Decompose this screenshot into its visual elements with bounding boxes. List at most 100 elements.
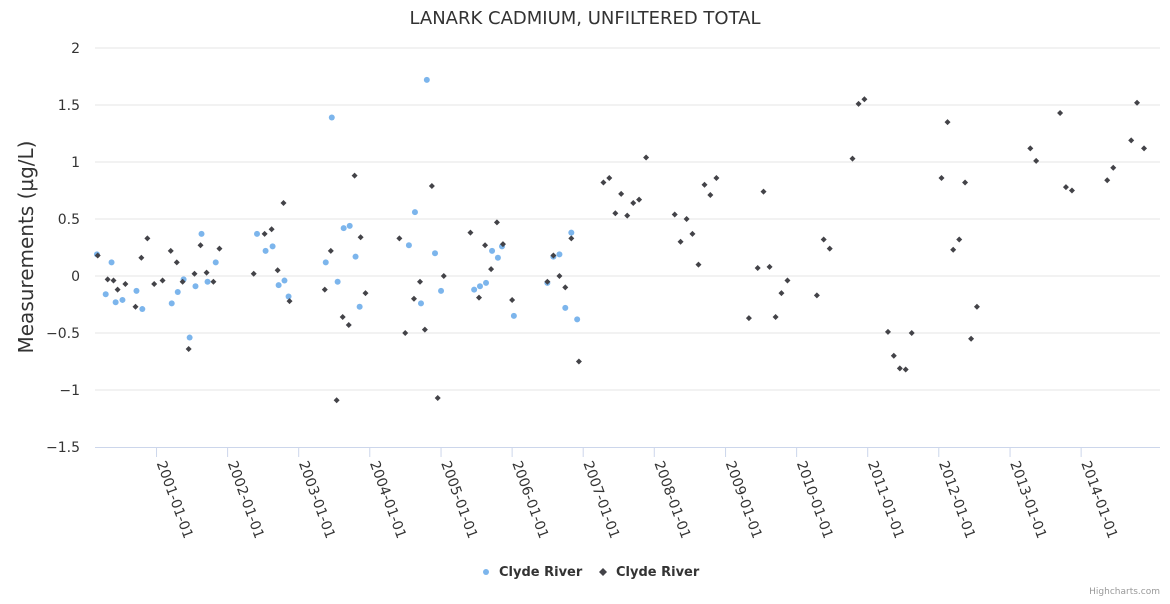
data-point[interactable] bbox=[198, 230, 205, 237]
data-point[interactable] bbox=[102, 291, 109, 298]
data-point[interactable] bbox=[110, 277, 117, 284]
data-point[interactable] bbox=[174, 288, 181, 295]
data-point[interactable] bbox=[890, 352, 897, 359]
data-point[interactable] bbox=[476, 294, 483, 301]
data-point[interactable] bbox=[94, 252, 101, 259]
data-point[interactable] bbox=[133, 287, 140, 294]
data-point[interactable] bbox=[973, 303, 980, 310]
data-point[interactable] bbox=[405, 242, 412, 249]
legend-item-series-2[interactable]: Clyde River bbox=[599, 565, 700, 580]
data-point[interactable] bbox=[574, 316, 581, 323]
data-point[interactable] bbox=[112, 299, 119, 306]
data-point[interactable] bbox=[813, 292, 820, 299]
data-point[interactable] bbox=[1141, 145, 1148, 152]
data-point[interactable] bbox=[114, 286, 121, 293]
data-point[interactable] bbox=[1057, 109, 1064, 116]
data-point[interactable] bbox=[327, 247, 334, 254]
data-point[interactable] bbox=[281, 277, 288, 284]
data-point[interactable] bbox=[334, 278, 341, 285]
data-point[interactable] bbox=[104, 276, 111, 283]
data-point[interactable] bbox=[1128, 137, 1135, 144]
data-point[interactable] bbox=[410, 295, 417, 302]
data-point[interactable] bbox=[411, 209, 418, 216]
data-point[interactable] bbox=[280, 200, 287, 207]
data-point[interactable] bbox=[1110, 164, 1117, 171]
data-point[interactable] bbox=[606, 174, 613, 181]
data-point[interactable] bbox=[671, 211, 678, 218]
data-point[interactable] bbox=[179, 278, 186, 285]
data-point[interactable] bbox=[191, 270, 198, 277]
data-point[interactable] bbox=[968, 335, 975, 342]
data-point[interactable] bbox=[212, 259, 219, 266]
data-point[interactable] bbox=[488, 266, 495, 273]
data-point[interactable] bbox=[417, 300, 424, 307]
data-point[interactable] bbox=[261, 230, 268, 237]
data-point[interactable] bbox=[197, 242, 204, 249]
data-point[interactable] bbox=[493, 219, 500, 226]
data-point[interactable] bbox=[417, 278, 424, 285]
data-point[interactable] bbox=[556, 251, 563, 258]
data-point[interactable] bbox=[286, 298, 293, 305]
data-point[interactable] bbox=[1033, 157, 1040, 164]
data-point[interactable] bbox=[938, 174, 945, 181]
data-point[interactable] bbox=[192, 283, 199, 290]
data-point[interactable] bbox=[339, 314, 346, 321]
data-point[interactable] bbox=[826, 245, 833, 252]
data-point[interactable] bbox=[216, 245, 223, 252]
data-point[interactable] bbox=[144, 235, 151, 242]
data-point[interactable] bbox=[568, 235, 575, 242]
data-point[interactable] bbox=[544, 278, 551, 285]
data-point[interactable] bbox=[482, 242, 489, 249]
data-point[interactable] bbox=[510, 312, 517, 319]
data-point[interactable] bbox=[600, 179, 607, 186]
data-point[interactable] bbox=[902, 366, 909, 373]
data-point[interactable] bbox=[440, 273, 447, 279]
data-point[interactable] bbox=[766, 263, 773, 270]
data-point[interactable] bbox=[362, 290, 369, 297]
data-point[interactable] bbox=[695, 261, 702, 268]
data-point[interactable] bbox=[471, 286, 478, 293]
data-point[interactable] bbox=[250, 270, 257, 277]
data-point[interactable] bbox=[402, 330, 409, 336]
data-point[interactable] bbox=[438, 287, 445, 294]
legend-item-series-1[interactable]: Clyde River bbox=[483, 565, 583, 580]
data-point[interactable] bbox=[185, 345, 192, 352]
data-point[interactable] bbox=[707, 192, 714, 199]
data-point[interactable] bbox=[1062, 184, 1069, 191]
data-point[interactable] bbox=[896, 365, 903, 372]
data-point[interactable] bbox=[784, 277, 791, 284]
data-point[interactable] bbox=[168, 300, 175, 307]
data-point[interactable] bbox=[562, 284, 569, 291]
data-point[interactable] bbox=[643, 154, 650, 161]
data-point[interactable] bbox=[356, 303, 363, 310]
data-point[interactable] bbox=[428, 182, 435, 189]
data-point[interactable] bbox=[122, 280, 129, 287]
data-point[interactable] bbox=[173, 259, 180, 266]
data-point[interactable] bbox=[849, 155, 856, 162]
data-point[interactable] bbox=[139, 306, 146, 313]
data-point[interactable] bbox=[423, 76, 430, 83]
data-point[interactable] bbox=[254, 230, 261, 237]
data-point[interactable] bbox=[489, 247, 496, 254]
data-point[interactable] bbox=[778, 290, 785, 297]
data-point[interactable] bbox=[151, 280, 158, 287]
data-point[interactable] bbox=[689, 230, 696, 237]
data-point[interactable] bbox=[575, 358, 582, 365]
data-point[interactable] bbox=[884, 328, 891, 335]
data-point[interactable] bbox=[434, 394, 441, 401]
data-point[interactable] bbox=[421, 326, 428, 333]
data-point[interactable] bbox=[754, 265, 761, 272]
data-point[interactable] bbox=[861, 96, 868, 103]
data-point[interactable] bbox=[944, 119, 951, 126]
data-point[interactable] bbox=[340, 225, 347, 232]
data-point[interactable] bbox=[562, 304, 569, 311]
data-point[interactable] bbox=[612, 210, 619, 217]
data-point[interactable] bbox=[432, 250, 439, 257]
data-point[interactable] bbox=[962, 179, 969, 186]
data-point[interactable] bbox=[1134, 99, 1141, 106]
data-point[interactable] bbox=[677, 238, 684, 245]
data-point[interactable] bbox=[204, 278, 211, 285]
data-point[interactable] bbox=[167, 247, 174, 254]
data-point[interactable] bbox=[509, 296, 516, 303]
data-point[interactable] bbox=[745, 315, 752, 322]
